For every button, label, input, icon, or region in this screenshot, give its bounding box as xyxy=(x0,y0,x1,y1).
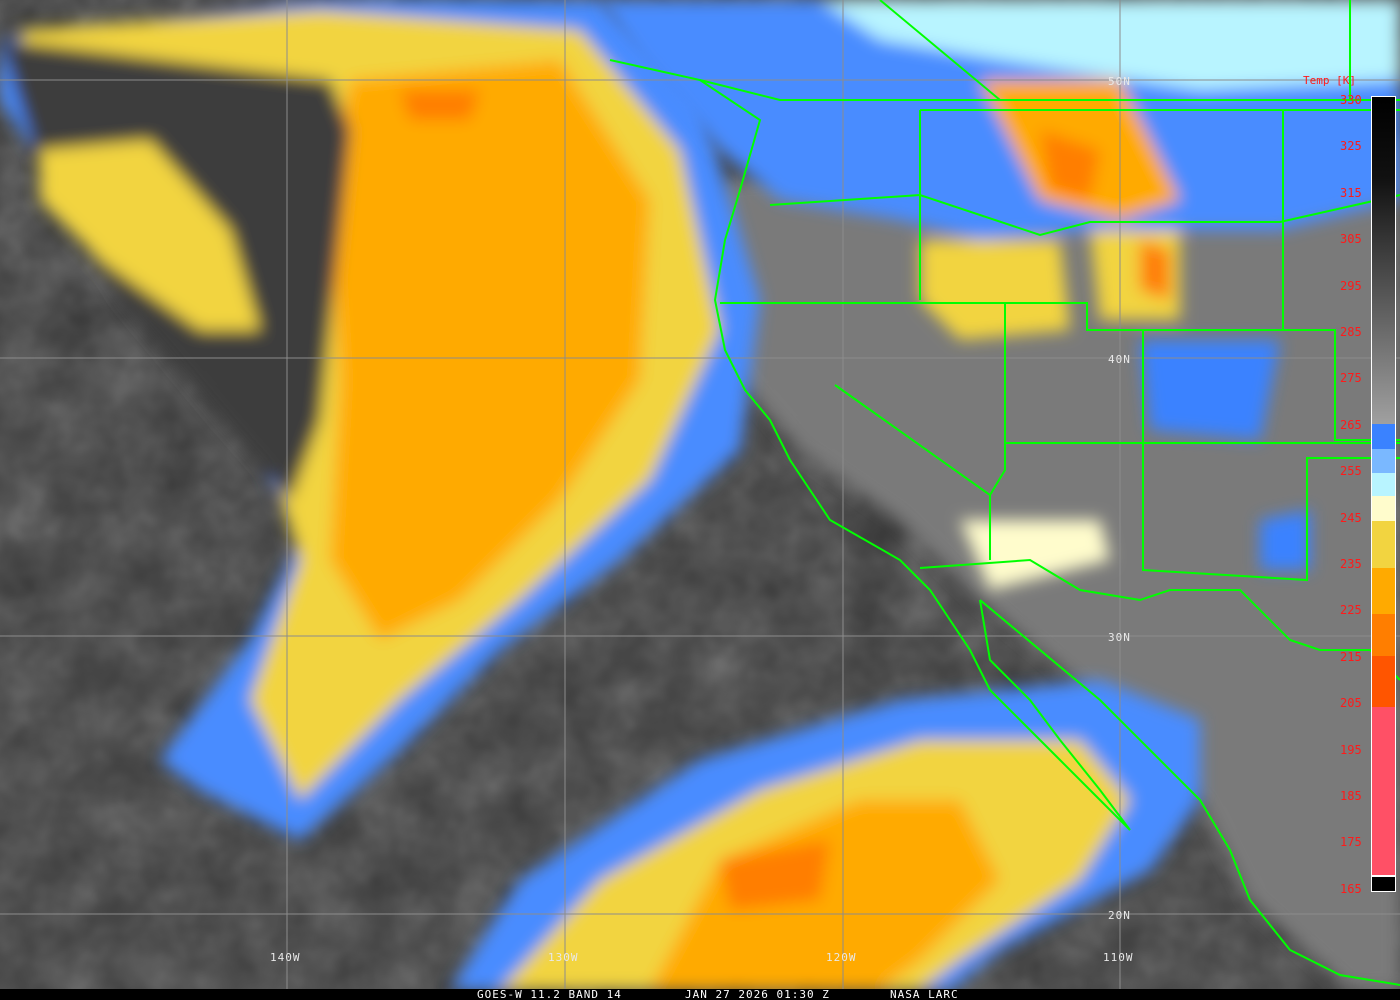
colorbar-segment xyxy=(1372,568,1395,614)
colorbar-tick-label: 330 xyxy=(1340,93,1362,107)
datetime-label: JAN 27 2026 01:30 Z xyxy=(685,988,830,1000)
colorbar-tick-label: 255 xyxy=(1340,464,1362,479)
state-lines xyxy=(720,109,1400,582)
satellite-label: GOES-W 11.2 BAND 14 xyxy=(477,988,622,1000)
lat-label-30n: 30N xyxy=(1108,631,1131,644)
colorbar-tick-label: 225 xyxy=(1340,603,1362,618)
colorbar-segment xyxy=(1372,614,1395,656)
footer-bar: GOES-W 11.2 BAND 14 JAN 27 2026 01:30 Z … xyxy=(0,989,1400,1000)
colorbar-segment xyxy=(1372,449,1395,473)
credit-label: NASA LARC xyxy=(890,988,959,1000)
colorbar-tick-label: 265 xyxy=(1340,417,1362,432)
colorbar-tick-label: 315 xyxy=(1340,185,1362,200)
colorbar-segment xyxy=(1372,473,1395,496)
lon-label-140w: 140W xyxy=(270,951,301,964)
colorbar-tick-label: 175 xyxy=(1340,835,1362,850)
colorbar-tick-label: 165 xyxy=(1340,881,1362,896)
coastline-and-borders xyxy=(609,0,1400,986)
colorbar-title: Temp [K] xyxy=(1303,74,1356,87)
temperature-colorbar xyxy=(1371,96,1396,892)
colorbar-segment xyxy=(1372,707,1395,877)
lon-label-110w: 110W xyxy=(1103,951,1134,964)
colorbar-segment xyxy=(1372,424,1395,449)
us-mexico-border xyxy=(919,558,1400,681)
cloud-band-north xyxy=(600,0,1400,570)
colorbar-segment xyxy=(1372,521,1395,568)
colorbar-tick-label: 215 xyxy=(1340,649,1362,664)
colorbar-tick-label: 285 xyxy=(1340,325,1362,339)
lat-label-50n: 50N xyxy=(1108,75,1131,88)
lon-label-120w: 120W xyxy=(826,951,857,964)
canada-border xyxy=(699,0,1400,101)
colorbar-tick-label: 275 xyxy=(1340,371,1362,386)
colorbar-segment xyxy=(1372,656,1395,707)
colorbar-tick-label: 245 xyxy=(1340,510,1362,525)
lat-label-20n: 20N xyxy=(1108,909,1131,922)
colorbar-segment xyxy=(1372,496,1395,521)
colorbar-tick-label: 295 xyxy=(1340,278,1362,293)
colorbar-gray-segment xyxy=(1372,97,1395,424)
colorbar-tick-label: 325 xyxy=(1340,139,1362,154)
colorbar-tick-label: 305 xyxy=(1340,232,1362,247)
cloud-band-west xyxy=(0,0,760,840)
colorbar-tick-label: 185 xyxy=(1340,789,1362,803)
colorbar-tick-label: 195 xyxy=(1340,742,1362,757)
cloud-band-south xyxy=(450,520,1200,990)
mexico-coast xyxy=(979,599,1400,986)
lat-label-40n: 40N xyxy=(1108,353,1131,366)
coastline xyxy=(609,59,1131,831)
colorbar-tick-label: 235 xyxy=(1340,557,1362,571)
colorbar-tick-label: 205 xyxy=(1340,696,1362,711)
lon-label-130w: 130W xyxy=(548,951,579,964)
